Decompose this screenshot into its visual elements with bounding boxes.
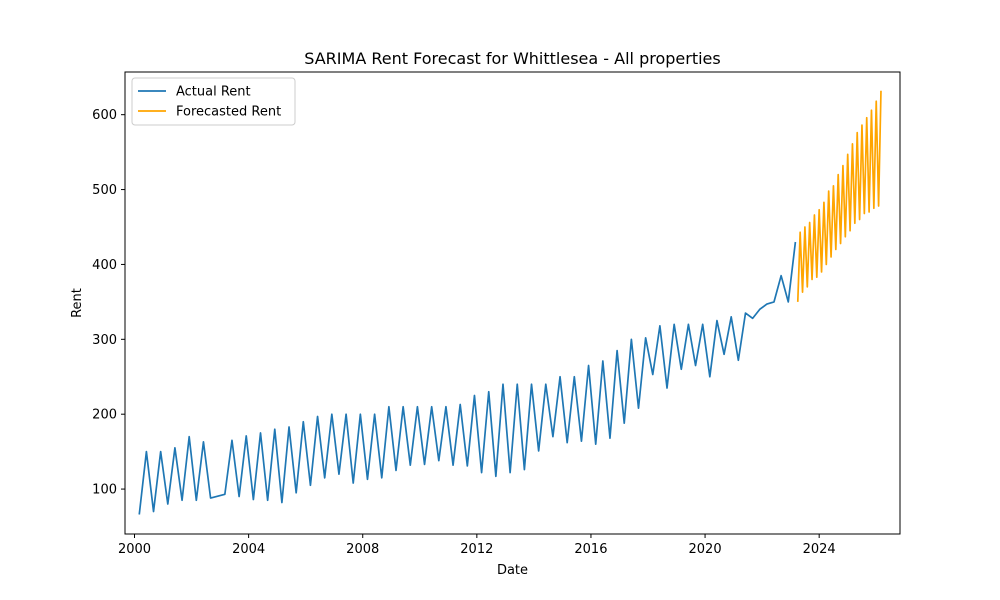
y-tick-label: 500 bbox=[92, 183, 117, 198]
x-tick-label: 2000 bbox=[118, 542, 151, 557]
y-tick-label: 400 bbox=[92, 258, 117, 273]
y-tick-label: 200 bbox=[92, 408, 117, 423]
y-tick-label: 600 bbox=[92, 108, 117, 123]
y-tick-label: 100 bbox=[92, 483, 117, 498]
axes-frame bbox=[124, 71, 901, 535]
plot-area bbox=[138, 90, 882, 515]
x-tick-label: 2020 bbox=[689, 542, 722, 557]
x-axis: 2000 2004 2008 2012 2016 2020 2024 bbox=[118, 534, 836, 557]
x-tick-label: 2008 bbox=[346, 542, 379, 557]
series-line-forecasted-rent bbox=[796, 90, 882, 302]
legend-label: Forecasted Rent bbox=[176, 105, 281, 120]
y-axis-label: Rent bbox=[70, 288, 85, 318]
x-tick-label: 2024 bbox=[803, 542, 836, 557]
legend-box bbox=[131, 77, 296, 126]
chart-title: SARIMA Rent Forecast for Whittlesea - Al… bbox=[304, 49, 720, 68]
x-tick-label: 2004 bbox=[232, 542, 265, 557]
series-line-actual-rent bbox=[138, 241, 797, 515]
y-tick-label: 300 bbox=[92, 333, 117, 348]
x-tick-label: 2016 bbox=[574, 542, 607, 557]
legend-label: Actual Rent bbox=[176, 85, 251, 100]
x-axis-label: Date bbox=[497, 563, 528, 578]
legend: Actual Rent Forecasted Rent bbox=[131, 77, 296, 126]
y-axis: 100 200 300 400 500 600 bbox=[92, 108, 125, 498]
x-tick-label: 2012 bbox=[460, 542, 493, 557]
